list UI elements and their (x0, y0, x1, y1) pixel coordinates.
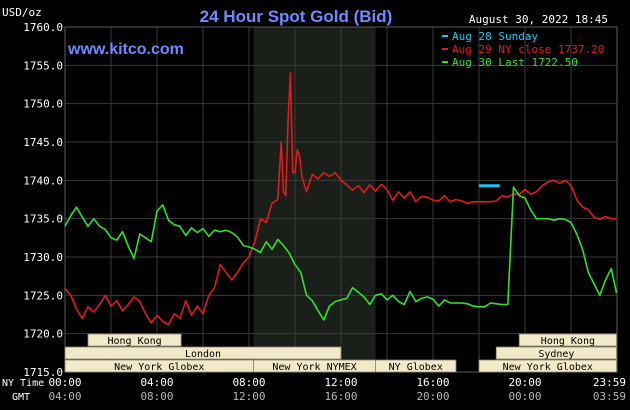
y-tick-label: 1725.0 (23, 289, 63, 302)
legend-entry: Aug 29 NY close 1737.20 (452, 43, 604, 56)
session-label: New York Globex (114, 362, 204, 373)
y-tick-label: 1750.0 (23, 98, 63, 111)
x-axis: NY Time GMT 00:00 04:00 08:00 12:00 16:00 20:… (2, 376, 626, 403)
grid-lines (64, 26, 618, 373)
x-tick-label-ny: 16:00 (416, 376, 449, 389)
x-tick-label-gmt: 20:00 (416, 390, 449, 403)
y-tick-label: 1740.0 (23, 174, 63, 187)
series-line (64, 72, 617, 326)
session-bar (478, 359, 617, 373)
timestamp: August 30, 2022 18:45 (469, 13, 608, 26)
session-bar (518, 333, 617, 347)
session-label: New York NYMEX (272, 362, 356, 373)
x-tick-label-ny: 08:00 (232, 376, 265, 389)
session-bar (495, 346, 617, 360)
session-bar (375, 359, 457, 373)
legend-entry: Aug 28 Sunday (452, 30, 538, 43)
x-tick-label-gmt: 08:00 (140, 390, 173, 403)
x-tick-label-gmt: 16:00 (324, 390, 357, 403)
session-bar (64, 346, 342, 360)
session-label: New York Globex (503, 362, 593, 373)
ny-time-axis-label: NY Time (2, 378, 44, 389)
market-session-bars: Hong Kong Hong Kong London Sydney New York G… (64, 333, 617, 373)
x-tick-label-gmt: 12:00 (232, 390, 265, 403)
y-tick-label: 1715.0 (23, 366, 63, 379)
site-watermark: www.kitco.com (67, 41, 184, 58)
y-axis-unit-label: USD/oz (2, 6, 42, 19)
y-tick-label: 1755.0 (23, 59, 63, 72)
legend-entry: Aug 30 Last 1722.50 (452, 56, 578, 69)
session-bar (87, 333, 182, 347)
chart-title: 24 Hour Spot Gold (Bid) (200, 7, 393, 26)
x-tick-label-gmt: 04:00 (48, 390, 81, 403)
session-label: London (185, 349, 221, 360)
y-tick-label: 1760.0 (23, 21, 63, 34)
session-label: NY Globex (389, 362, 443, 373)
series-line (64, 186, 618, 321)
y-tick-label: 1720.0 (23, 328, 63, 341)
price-series (64, 72, 618, 326)
y-tick-label: 1735.0 (23, 213, 63, 226)
y-tick-label: 1730.0 (23, 251, 63, 264)
session-label: Hong Kong (541, 336, 595, 347)
x-tick-label-gmt: 00:00 (508, 390, 541, 403)
gmt-axis-label: GMT (12, 392, 30, 403)
x-tick-label-ny: 00:00 (48, 376, 81, 389)
nymex-session-shading (253, 27, 376, 372)
x-tick-label-ny: 20:00 (508, 376, 541, 389)
y-axis-tick-labels: 1760.0 1755.0 1750.0 1745.0 1740.0 1735.0 1730… (23, 21, 63, 379)
session-label: Hong Kong (107, 336, 161, 347)
x-tick-label-ny: 12:00 (324, 376, 357, 389)
x-tick-label-gmt: 03:59 (593, 390, 626, 403)
x-tick-label-ny: 04:00 (140, 376, 173, 389)
y-tick-label: 1745.0 (23, 136, 63, 149)
session-label: Sydney (538, 349, 574, 360)
x-tick-label-ny: 23:59 (593, 376, 626, 389)
